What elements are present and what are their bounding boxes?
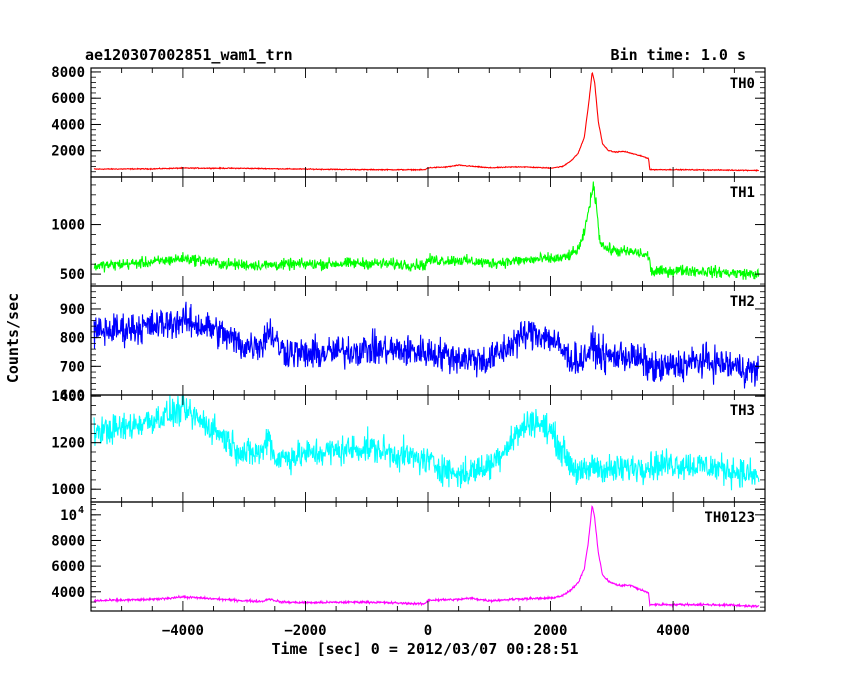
panel-label-th3: TH3 xyxy=(730,403,755,419)
chart-title-left: ae120307002851_wam1_trn xyxy=(85,46,293,64)
panel-label-th1: TH1 xyxy=(730,185,755,201)
panel-frame xyxy=(90,285,766,396)
x-tick-label: 2000 xyxy=(534,623,568,639)
y-tick-label: 6000 xyxy=(51,559,85,575)
y-tick-label-exponent: 4 xyxy=(78,505,84,516)
panel-frame xyxy=(90,501,766,612)
x-tick-label: −4000 xyxy=(162,623,204,639)
x-axis-label: Time [sec] 0 = 2012/03/07 00:28:51 xyxy=(271,640,578,658)
y-tick-label: 1000 xyxy=(51,218,85,234)
chart-title-right: Bin time: 1.0 s xyxy=(611,46,746,64)
panel-th0123: 4000 6000 8000 10 4 TH0123 xyxy=(51,501,766,612)
panel-label-th0123: TH0123 xyxy=(704,510,755,526)
y-tick-label: 8000 xyxy=(51,65,85,81)
y-tick-label: 1200 xyxy=(51,436,85,452)
series-line-th0 xyxy=(93,71,760,172)
y-axis-label: Counts/sec xyxy=(4,293,22,383)
panel-th0: 2000 4000 6000 8000 TH0 xyxy=(51,65,766,178)
x-axis: −4000 −2000 0 2000 4000 xyxy=(162,623,690,639)
series-line-th3 xyxy=(93,395,760,491)
y-tick-label-power: 10 xyxy=(60,508,77,524)
y-tick-label: 900 xyxy=(60,302,85,318)
y-tick-label: 4000 xyxy=(51,585,85,601)
x-tick-label: −2000 xyxy=(284,623,326,639)
series-line-th0123 xyxy=(93,505,760,609)
series-line-th1 xyxy=(93,181,760,280)
panels-group: 2000 4000 6000 8000 TH0 500 1000 TH1 600 700 800 90… xyxy=(51,65,766,612)
y-tick-label: 8000 xyxy=(51,533,85,549)
x-tick-label: 0 xyxy=(424,623,432,639)
panel-th3: 1000 1200 1400 TH3 xyxy=(51,389,766,503)
series-line-th2 xyxy=(93,301,760,389)
panel-frame xyxy=(90,67,766,178)
panel-th2: 600 700 800 900 TH2 xyxy=(60,285,766,404)
x-tick-label: 4000 xyxy=(656,623,690,639)
y-tick-label: 500 xyxy=(60,267,85,283)
y-tick-label: 2000 xyxy=(51,144,85,160)
panel-label-th2: TH2 xyxy=(730,294,755,310)
y-tick-label: 6000 xyxy=(51,91,85,107)
y-tick-label: 1000 xyxy=(51,482,85,498)
y-tick-label: 600 xyxy=(60,388,85,404)
panel-label-th0: TH0 xyxy=(730,76,755,92)
y-tick-label: 700 xyxy=(60,359,85,375)
panel-th1: 500 1000 TH1 xyxy=(51,176,766,287)
y-tick-label: 1400 xyxy=(51,389,85,405)
y-tick-label: 4000 xyxy=(51,117,85,133)
y-tick-label: 800 xyxy=(60,331,85,347)
panel-frame xyxy=(90,394,766,503)
